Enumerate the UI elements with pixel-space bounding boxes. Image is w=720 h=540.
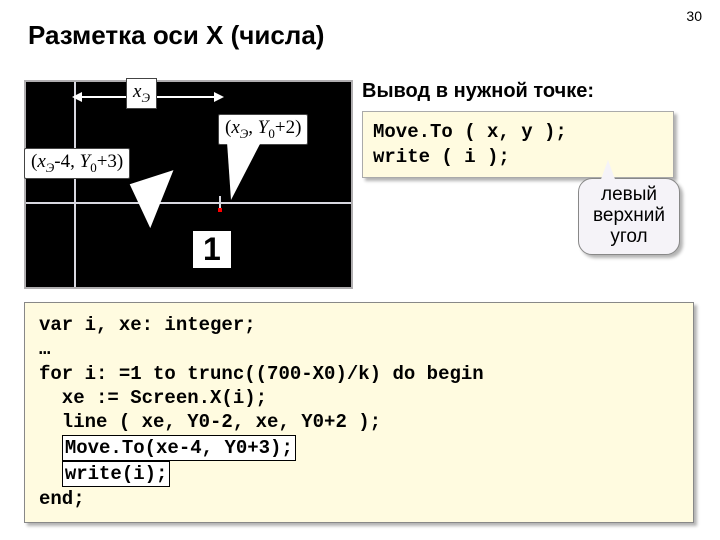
code-line: xe := Screen.X(i);	[39, 386, 679, 410]
highlight: Move.To(xe-4, Y0+3);	[62, 435, 296, 461]
number-one: 1	[192, 230, 232, 269]
arrow-left-icon	[72, 92, 82, 102]
code-line: Move.To ( x, y );	[373, 120, 663, 145]
callout-top-connector	[225, 142, 261, 200]
small-code-block: Move.To ( x, y ); write ( i );	[362, 111, 674, 178]
page-title: Разметка оси X (числа)	[28, 20, 324, 51]
annot-line: левый	[593, 185, 665, 206]
x-label: xЭ	[126, 78, 157, 109]
annotation-connector	[600, 160, 616, 182]
diagram: xЭ (xЭ, Y0+2) (xЭ-4, Y0+3) 1	[24, 80, 353, 289]
annotation-box: левый верхний угол	[578, 178, 680, 255]
annot-line: угол	[593, 227, 665, 248]
callout-left: (xЭ-4, Y0+3)	[24, 148, 130, 179]
big-code-block: var i, xe: integer; … for i: =1 to trunc…	[24, 302, 694, 523]
code-line: for i: =1 to trunc((700-X0)/k) do begin	[39, 362, 679, 386]
code-line: line ( xe, Y0-2, xe, Y0+2 );	[39, 410, 679, 434]
code-line: write ( i );	[373, 145, 663, 170]
annot-line: верхний	[593, 206, 665, 227]
callout-top: (xЭ, Y0+2)	[218, 114, 308, 145]
code-line: var i, xe: integer;	[39, 313, 679, 337]
tick-dot	[218, 208, 222, 212]
callout-left-connector	[130, 170, 189, 230]
code-line: …	[39, 337, 679, 361]
arrow-right-icon	[214, 92, 224, 102]
right-panel: Вывод в нужной точке: Move.To ( x, y ); …	[362, 80, 702, 178]
code-line: write(i);	[39, 461, 679, 487]
subtitle: Вывод в нужной точке:	[362, 80, 702, 103]
highlight: write(i);	[62, 461, 171, 487]
y-axis	[74, 82, 76, 287]
code-line: Move.To(xe-4, Y0+3);	[39, 435, 679, 461]
code-line: end;	[39, 487, 679, 511]
page-number: 30	[686, 8, 702, 24]
